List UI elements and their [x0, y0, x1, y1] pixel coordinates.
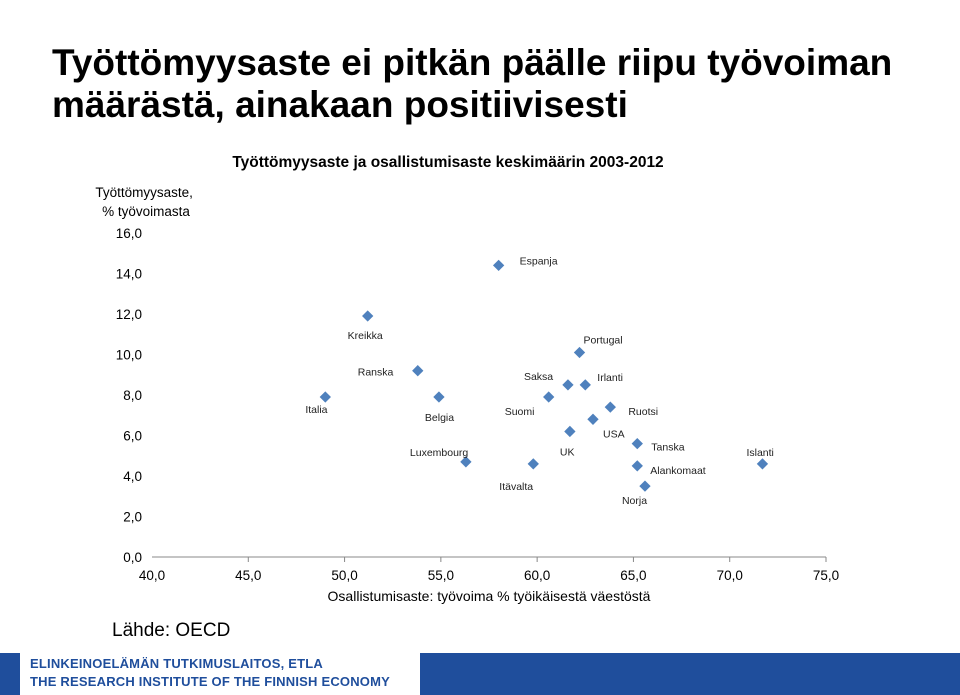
point-ruotsi [604, 401, 616, 413]
point-saksa [562, 379, 574, 391]
x-tick-label: 40,0 [139, 568, 165, 583]
y-tick-label: 12,0 [116, 307, 142, 322]
point-italia [319, 391, 331, 403]
point-label-irlanti: Irlanti [597, 372, 623, 384]
point-label-luxembourg: Luxembourg [410, 447, 469, 459]
point-label-italia: Italia [305, 404, 327, 416]
x-tick-label: 70,0 [717, 568, 743, 583]
x-tick-label: 60,0 [524, 568, 550, 583]
scatter-chart: Työttömyysaste ja osallistumisaste keski… [95, 154, 839, 604]
point-label-islanti: Islanti [746, 447, 773, 459]
x-tick-label: 45,0 [235, 568, 261, 583]
point-portugal [573, 346, 586, 359]
y-tick-label: 16,0 [116, 226, 142, 241]
y-tick-label: 6,0 [123, 429, 142, 444]
point-label-portugal: Portugal [584, 334, 623, 346]
point-label-uk: UK [560, 446, 575, 458]
point-it-valta [527, 458, 539, 470]
y-tick-label: 8,0 [123, 388, 142, 403]
source-note: Lähde: OECD [112, 620, 231, 641]
point-uk [564, 425, 576, 438]
footer-accent-bar [0, 653, 20, 695]
point-label-tanska: Tanska [651, 442, 684, 454]
footer-org-name-en: THE RESEARCH INSTITUTE OF THE FINNISH EC… [30, 674, 391, 689]
x-axis-title: Osallistumisaste: työvoima % työikäisest… [328, 588, 651, 604]
y-tick-label: 14,0 [116, 267, 142, 282]
point-norja [639, 480, 651, 492]
y-axis-title-line2: % työvoimasta [102, 204, 190, 219]
point-irlanti [579, 379, 591, 391]
point-label-it-valta: Itävalta [499, 481, 533, 493]
footer-left-panel [0, 653, 410, 695]
point-label-espanja: Espanja [520, 255, 558, 267]
point-label-belgia: Belgia [425, 412, 454, 424]
data-points: Italia Kreikka Ranska Belgia Luxembourg Espan… [305, 255, 774, 507]
y-axis-title: Työttömyysaste, % työvoimasta [95, 185, 196, 219]
point-label-kreikka: Kreikka [348, 330, 383, 342]
point-label-norja: Norja [622, 495, 647, 507]
point-tanska [631, 437, 643, 450]
x-tick-label: 55,0 [428, 568, 454, 583]
chart-title: Työttömyysaste ja osallistumisaste keski… [232, 154, 663, 171]
x-axis-ticks: 40,0 45,0 50,0 55,0 60,0 65,0 70,0 75,0 [139, 557, 839, 583]
y-axis-ticks: 0,0 2,0 4,0 6,0 8,0 10,0 12,0 14,0 16,0 [116, 226, 142, 565]
point-usa [587, 413, 599, 425]
x-tick-label: 65,0 [620, 568, 646, 583]
y-tick-label: 10,0 [116, 348, 142, 363]
point-alankomaat [631, 460, 643, 472]
point-label-saksa: Saksa [524, 371, 553, 383]
point-kreikka [362, 310, 374, 322]
point-islanti [756, 458, 769, 470]
y-tick-label: 4,0 [123, 469, 142, 484]
point-suomi [543, 391, 555, 403]
point-luxembourg [460, 456, 472, 468]
point-ranska [412, 365, 424, 377]
y-axis-title-line1: Työttömyysaste, [95, 185, 193, 200]
point-label-suomi: Suomi [505, 406, 535, 418]
point-espanja [492, 259, 505, 272]
point-belgia [433, 391, 445, 403]
point-label-ruotsi: Ruotsi [628, 406, 658, 418]
y-tick-label: 2,0 [123, 510, 142, 525]
slide-title: Työttömyysaste ei pitkän päälle riipu ty… [52, 42, 893, 125]
point-label-alankomaat: Alankomaat [650, 465, 706, 477]
x-tick-label: 75,0 [813, 568, 839, 583]
point-label-usa: USA [603, 428, 625, 440]
x-tick-label: 50,0 [331, 568, 357, 583]
footer-org-name-fi: ELINKEINOELÄMÄN TUTKIMUSLAITOS, ETLA [30, 656, 323, 671]
point-label-ranska: Ranska [358, 367, 394, 379]
footer-blue-band [420, 653, 960, 695]
y-tick-label: 0,0 [123, 550, 142, 565]
